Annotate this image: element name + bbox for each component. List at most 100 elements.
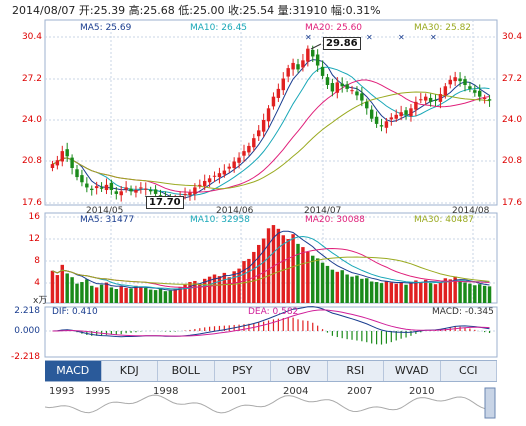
price-ma-line bbox=[52, 91, 490, 190]
candle-body bbox=[374, 116, 379, 124]
candle-body bbox=[193, 187, 197, 194]
candle-body bbox=[325, 77, 330, 85]
candle-body bbox=[119, 191, 123, 196]
macd-tick: 0.000 bbox=[14, 326, 40, 336]
candle-body bbox=[384, 121, 389, 128]
price-tick-left: 24.0 bbox=[21, 115, 42, 125]
candle-body bbox=[90, 188, 94, 191]
volume-bar bbox=[399, 282, 403, 303]
candle-body bbox=[257, 130, 261, 137]
volume-bar bbox=[315, 258, 320, 303]
candle-body bbox=[291, 62, 295, 70]
event-marker-icon: ✕ bbox=[366, 33, 373, 42]
candle-body bbox=[423, 96, 428, 101]
volume-bar bbox=[134, 285, 138, 303]
candle-body bbox=[340, 83, 344, 87]
tab-wvad[interactable]: WVAD bbox=[384, 361, 441, 381]
candle-body bbox=[271, 96, 276, 107]
tab-boll[interactable]: BOLL bbox=[158, 361, 215, 381]
candle-body bbox=[212, 175, 217, 177]
candle-body bbox=[153, 189, 158, 194]
vol-ma30-label: MA30: 40487 bbox=[414, 215, 474, 225]
volume-bar bbox=[75, 283, 79, 303]
candle-body bbox=[65, 149, 69, 157]
volume-bar bbox=[139, 286, 143, 303]
candle-body bbox=[473, 90, 477, 93]
volume-tick: 12 bbox=[28, 234, 40, 244]
volume-bar bbox=[207, 276, 212, 303]
candle-body bbox=[311, 49, 315, 57]
candle-body bbox=[335, 82, 340, 93]
price-tick-right: 17.6 bbox=[502, 198, 523, 208]
volume-bar bbox=[60, 264, 64, 303]
volume-bar bbox=[438, 282, 443, 303]
date-label: 2014/08 bbox=[452, 206, 490, 216]
candle-body bbox=[129, 188, 133, 192]
price-tick-left: 30.4 bbox=[21, 32, 42, 42]
candle-body bbox=[350, 90, 354, 92]
timeline-year: 1993 bbox=[49, 386, 75, 397]
candle-body bbox=[345, 84, 349, 89]
volume-bar bbox=[217, 276, 222, 303]
volume-bar bbox=[369, 281, 374, 303]
volume-bar bbox=[409, 282, 413, 303]
candle-body bbox=[276, 88, 281, 98]
candle-body bbox=[114, 191, 119, 194]
volume-bar bbox=[365, 278, 369, 303]
tab-obv[interactable]: OBV bbox=[271, 361, 328, 381]
volume-bar bbox=[193, 280, 197, 303]
date-label: 2014/07 bbox=[304, 206, 342, 216]
macd-tick: 2.218 bbox=[14, 306, 40, 316]
price-ma10-label: MA10: 26.45 bbox=[190, 23, 248, 33]
volume-bar bbox=[271, 225, 276, 303]
candle-body bbox=[281, 78, 285, 91]
tab-macd[interactable]: MACD bbox=[45, 361, 102, 381]
candle-body bbox=[94, 186, 99, 189]
volume-bar bbox=[419, 282, 423, 303]
candle-body bbox=[443, 86, 448, 96]
history-timeline[interactable]: 1993 1995 1998 2001 2004 2007 2010 bbox=[45, 382, 497, 422]
timeline-year: 2007 bbox=[347, 386, 373, 397]
volume-bar bbox=[306, 251, 310, 303]
tab-kdj[interactable]: KDJ bbox=[102, 361, 158, 381]
candle-body bbox=[487, 99, 492, 101]
tab-cci[interactable]: CCI bbox=[441, 361, 497, 381]
volume-bar bbox=[414, 280, 418, 303]
volume-bar bbox=[178, 286, 182, 303]
vol-ma20-label: MA20: 30088 bbox=[305, 215, 365, 225]
volume-bar bbox=[247, 258, 251, 303]
date-label: 2014/06 bbox=[216, 206, 254, 216]
stock-chart[interactable]: ✕ ✕ ✕ ✕ bbox=[0, 0, 526, 360]
volume-bar bbox=[301, 247, 305, 303]
candle-body bbox=[369, 109, 374, 119]
volume-bar bbox=[473, 285, 477, 303]
candle-body bbox=[379, 125, 384, 127]
volume-bar bbox=[80, 282, 84, 303]
macd-dif-label: DIF: 0.410 bbox=[52, 307, 98, 317]
tab-psy[interactable]: PSY bbox=[215, 361, 271, 381]
volume-bar bbox=[404, 284, 408, 303]
timeline-sparkline bbox=[45, 387, 496, 419]
candle-body bbox=[232, 161, 236, 168]
volume-bar bbox=[325, 265, 330, 303]
candle-body bbox=[75, 169, 79, 178]
macd-tick: -2.218 bbox=[10, 352, 40, 362]
candle-body bbox=[468, 86, 472, 89]
volume-bar bbox=[114, 289, 119, 303]
volume-bar bbox=[237, 268, 241, 303]
candle-body bbox=[104, 184, 109, 191]
macd-indicator bbox=[52, 306, 491, 345]
macd-dif-line bbox=[52, 306, 490, 338]
price-tick-left: 17.6 bbox=[21, 198, 42, 208]
high-callout-line bbox=[310, 43, 322, 50]
tab-rsi[interactable]: RSI bbox=[328, 361, 384, 381]
candle-body bbox=[217, 173, 222, 178]
macd-panel-frame bbox=[44, 306, 498, 358]
candle-body bbox=[355, 91, 359, 96]
candle-body bbox=[399, 112, 403, 117]
vol-ma5-label: MA5: 31477 bbox=[80, 215, 135, 225]
candle-body bbox=[198, 184, 202, 186]
candle-body bbox=[458, 78, 462, 82]
candle-body bbox=[99, 187, 104, 189]
volume-bar bbox=[389, 282, 394, 303]
